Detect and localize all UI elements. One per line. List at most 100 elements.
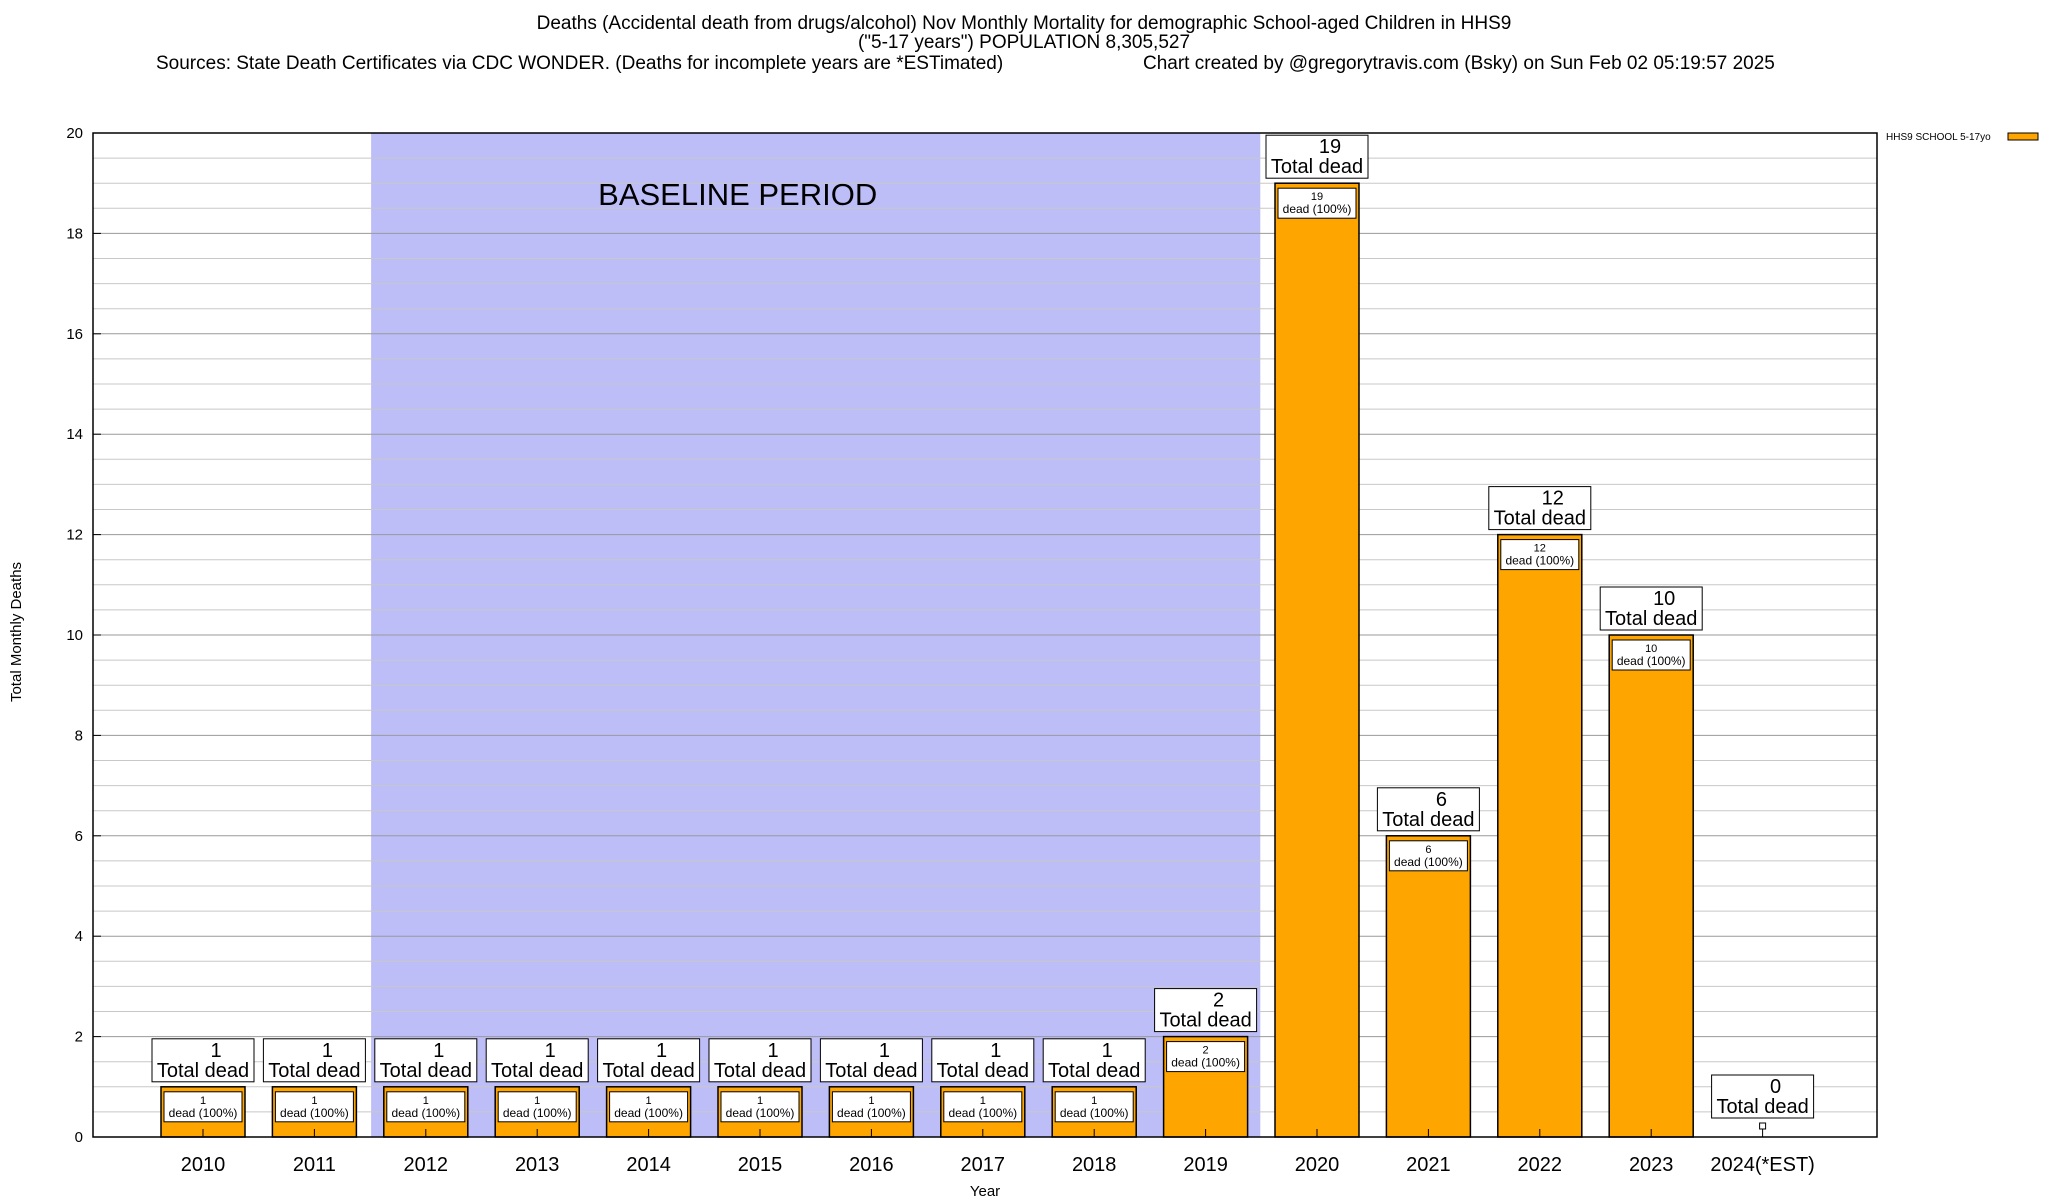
- y-tick-label: 14: [66, 426, 83, 443]
- legend-label: HHS9 SCHOOL 5-17yo: [1886, 132, 1991, 143]
- total-label-text: Total dead: [380, 1060, 472, 1082]
- inner-label-text: dead (100%): [1060, 1106, 1129, 1120]
- inner-label-text: dead (100%): [837, 1106, 906, 1120]
- y-tick-label: 4: [75, 928, 83, 945]
- total-label-text: Total dead: [1048, 1060, 1140, 1082]
- total-label-text: Total dead: [1382, 809, 1474, 831]
- x-axis-title: Year: [970, 1183, 1000, 1200]
- total-label-box: [1154, 988, 1258, 1033]
- inner-label-text: dead (100%): [1394, 855, 1463, 869]
- y-tick-label: 18: [66, 225, 83, 242]
- bar-2023: [1608, 634, 1694, 1138]
- total-label-text: Total dead: [602, 1060, 694, 1082]
- x-tick-label: 2014: [626, 1154, 671, 1176]
- total-label-box: [708, 1038, 812, 1083]
- inner-label-box: [1500, 539, 1580, 571]
- inner-label-value: 1: [1091, 1095, 1097, 1107]
- inner-label-text: dead (100%): [1171, 1056, 1240, 1070]
- inner-label-value: 1: [757, 1095, 763, 1107]
- inner-label-text: dead (100%): [169, 1106, 238, 1120]
- inner-label-value: 1: [423, 1095, 429, 1107]
- plot-frame: [92, 132, 1878, 1138]
- inner-label-box: [386, 1091, 466, 1123]
- total-label-text: Total dead: [1716, 1096, 1808, 1118]
- inner-label-value: 19: [1311, 191, 1323, 203]
- inner-label-value: 2: [1203, 1045, 1209, 1057]
- inner-label-value: 1: [868, 1095, 874, 1107]
- total-label-box: [374, 1038, 478, 1083]
- inner-label-value: 10: [1645, 643, 1657, 655]
- y-tick-label: 8: [75, 727, 83, 744]
- inner-label-value: 1: [200, 1095, 206, 1107]
- inner-label-box: [163, 1091, 243, 1123]
- total-label-box: [262, 1038, 366, 1083]
- inner-label-box: [609, 1091, 689, 1123]
- total-label-text: Total dead: [1159, 1010, 1251, 1032]
- total-label-value: 6: [1436, 789, 1447, 811]
- total-label-text: Total dead: [825, 1060, 917, 1082]
- total-label-box: [1599, 586, 1703, 631]
- inner-label-text: dead (100%): [948, 1106, 1017, 1120]
- bar-2020: [1274, 182, 1360, 1138]
- inner-label-box: [274, 1091, 354, 1123]
- inner-label-box: [943, 1091, 1023, 1123]
- chart-title: Deaths (Accidental death from drugs/alco…: [536, 13, 1512, 34]
- inner-label-box: [831, 1091, 911, 1123]
- y-tick-label: 10: [66, 627, 83, 644]
- x-tick-label: 2011: [293, 1154, 336, 1176]
- inner-label-box: [1277, 187, 1357, 219]
- y-tick-label: 16: [66, 326, 83, 343]
- inner-label-text: dead (100%): [1283, 202, 1352, 216]
- inner-label-text: dead (100%): [503, 1106, 572, 1120]
- y-tick-label: 12: [66, 527, 83, 544]
- inner-label-box: [1388, 840, 1468, 872]
- total-label-box: [1376, 787, 1480, 832]
- y-tick-label: 0: [75, 1129, 83, 1146]
- x-tick-label: 2022: [1518, 1154, 1563, 1176]
- total-label-value: 1: [656, 1040, 667, 1062]
- x-tick-label: 2020: [1295, 1154, 1340, 1176]
- total-label-value: 0: [1770, 1076, 1781, 1098]
- total-label-text: Total dead: [157, 1060, 249, 1082]
- inner-label-box: [1611, 639, 1691, 671]
- inner-label-text: dead (100%): [1617, 654, 1686, 668]
- chart-credit: Chart created by @gregorytravis.com (Bsk…: [1143, 53, 1775, 74]
- x-tick-label: 2010: [181, 1154, 226, 1176]
- y-tick-label: 20: [66, 125, 83, 142]
- total-label-value: 1: [990, 1040, 1001, 1062]
- x-tick-label: 2015: [738, 1154, 783, 1176]
- total-label-value: 2: [1213, 990, 1224, 1012]
- bar-2024(*EST): [1759, 1122, 1767, 1130]
- total-label-box: [931, 1038, 1035, 1083]
- x-tick-label: 2019: [1183, 1154, 1228, 1176]
- total-label-text: Total dead: [714, 1060, 806, 1082]
- baseline-period-label: BASELINE PERIOD: [598, 177, 877, 212]
- total-label-value: 1: [322, 1040, 333, 1062]
- inner-label-box: [720, 1091, 800, 1123]
- total-label-text: Total dead: [1605, 608, 1697, 630]
- inner-label-text: dead (100%): [1505, 554, 1574, 568]
- inner-label-box: [1054, 1091, 1134, 1123]
- inner-label-value: 1: [311, 1095, 317, 1107]
- total-label-text: Total dead: [1494, 508, 1586, 530]
- total-label-value: 12: [1542, 488, 1564, 510]
- legend-swatch: [2007, 132, 2039, 141]
- total-label-value: 1: [433, 1040, 444, 1062]
- total-label-box: [485, 1038, 589, 1083]
- y-tick-label: 6: [75, 828, 83, 845]
- x-tick-label: 2024(*EST): [1710, 1154, 1815, 1176]
- inner-label-value: 12: [1534, 543, 1546, 555]
- x-tick-label: 2016: [849, 1154, 894, 1176]
- chart-subtitle-population: ("5-17 years") POPULATION 8,305,527: [857, 32, 1191, 53]
- total-label-box: [1265, 134, 1369, 179]
- total-label-value: 1: [1102, 1040, 1113, 1062]
- inner-label-value: 1: [646, 1095, 652, 1107]
- total-label-text: Total dead: [1271, 156, 1363, 178]
- inner-label-text: dead (100%): [280, 1106, 349, 1120]
- inner-label-text: dead (100%): [391, 1106, 460, 1120]
- total-label-value: 19: [1319, 136, 1341, 158]
- total-label-text: Total dead: [268, 1060, 360, 1082]
- x-tick-label: 2021: [1406, 1154, 1451, 1176]
- total-label-value: 1: [210, 1040, 221, 1062]
